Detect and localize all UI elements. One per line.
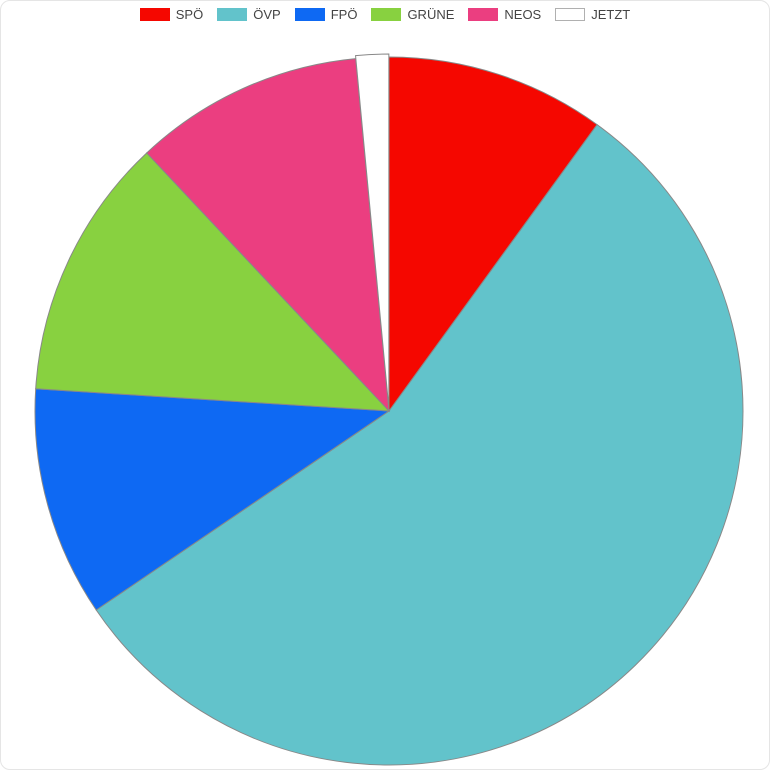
pie-chart [1, 1, 770, 771]
chart-frame: SPÖ ÖVP FPÖ GRÜNE NEOS JETZT [0, 0, 770, 770]
pie-slices [35, 54, 743, 765]
